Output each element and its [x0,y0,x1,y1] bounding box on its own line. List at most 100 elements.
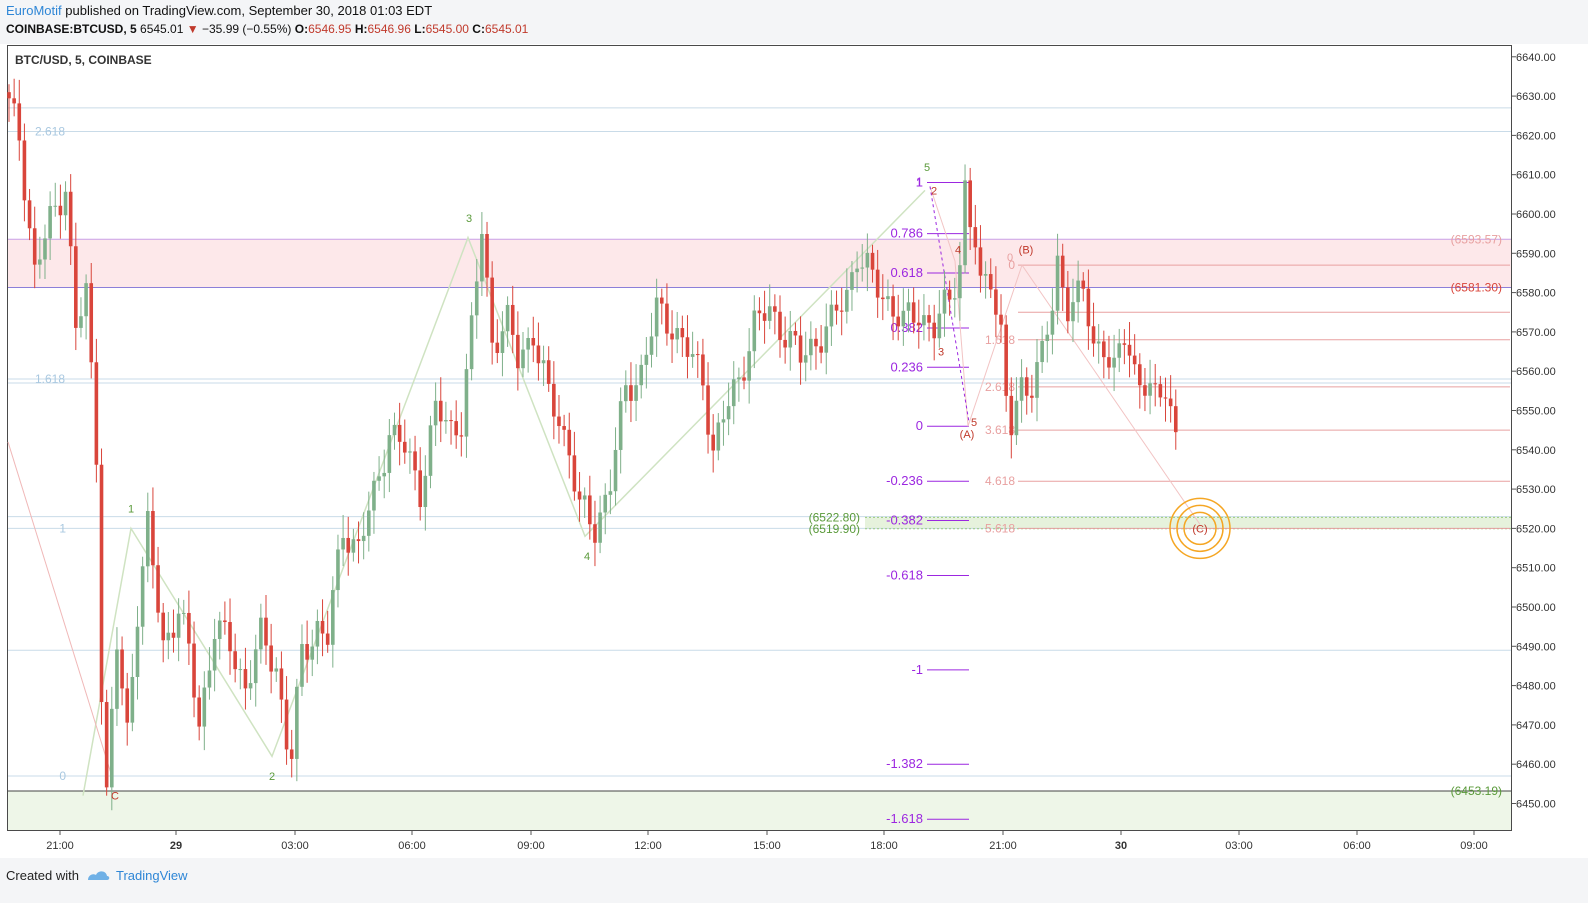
candle-body [444,420,448,422]
candle-body [289,749,294,759]
candle-body [659,297,664,304]
candle-body [731,379,736,407]
candle-body [922,315,926,326]
candle-body [1050,310,1055,335]
fib-purple-label-0: 1 [916,175,923,190]
candle-body [865,252,870,268]
y-tick-label-2: 6620.00 [1516,130,1556,142]
candle-body [79,316,83,328]
candle-body [408,451,412,453]
candle-body [829,304,834,327]
candle-body [983,274,988,276]
candle-body [1060,255,1065,288]
candle-body [726,406,731,420]
publish-info: EuroMotif published on TradingView.com, … [6,3,432,18]
candle-body [716,422,721,451]
candle-body [891,296,895,317]
candle-body [84,283,88,317]
candle-body [274,668,279,672]
candle-body [814,338,818,347]
y-tick-label-19: 6450.00 [1516,798,1556,810]
candle-body [839,310,844,312]
candle-body [937,313,942,339]
candle-body [988,274,993,290]
candle-body [546,360,551,384]
candle-body [367,510,371,536]
candle-body [588,495,592,525]
author-link[interactable]: EuroMotif [6,3,62,18]
candle-body [505,304,510,332]
candle-body [541,360,546,364]
candle-body [53,205,58,207]
fib-red-label-5: 5.618 [985,521,1015,535]
target-circle-1 [1176,504,1224,553]
candle-body [557,416,561,427]
candle-body [629,385,633,401]
candle-body [1168,398,1173,407]
candle-body [74,246,78,328]
candle-body [773,306,777,312]
candle-body [701,354,705,386]
candle-body [824,326,829,353]
candle-body [243,669,248,689]
fib-purple-label-6: -0.236 [886,473,923,488]
candle-body [788,330,793,348]
candle-body [305,644,309,660]
candle-body [757,310,762,314]
candle-body [593,524,597,543]
chart-area[interactable] [7,45,1512,831]
candle-body [798,335,803,363]
fib-red-label-1: 1.618 [985,333,1015,347]
candle-body [68,191,73,247]
candle-body [156,565,160,613]
candle-body [1122,343,1127,345]
red-wave-label-0: 2 [931,185,937,197]
candle-body [916,322,921,326]
candle-body [526,338,530,350]
candle-body [181,612,186,614]
red-wave-label-6: (B) [1019,244,1034,256]
low-label: L: [414,22,426,36]
candle-body [413,451,417,471]
open-value: 6546.95 [308,22,352,36]
high-label: H: [354,22,368,36]
candle-body [644,354,649,365]
candle-body [901,310,906,327]
price-tag-1: (6581.30) [1451,280,1502,294]
price-tag-0: (6593.57) [1451,232,1502,246]
candle-body [300,644,304,687]
candle-body [1143,385,1147,396]
tradingview-logo-icon[interactable] [86,867,110,883]
candle-body [1030,395,1034,398]
candle-body [536,345,541,364]
fib-blue-label-3: 0 [59,769,66,783]
candle-body [233,651,237,670]
candle-body [932,322,936,339]
candle-body [449,420,453,422]
y-tick-label-7: 6570.00 [1516,327,1556,339]
y-tick-label-12: 6520.00 [1516,523,1556,535]
chart[interactable]: 2.6181.6181001.6182.6183.6184.6185.61810… [0,0,1588,858]
candle-body [1132,355,1137,365]
y-tick-label-18: 6460.00 [1516,759,1556,771]
tradingview-link[interactable]: TradingView [116,868,188,883]
candle-body [135,626,140,677]
fib-purple-label-8: -0.618 [886,568,923,583]
header: EuroMotif published on TradingView.com, … [0,0,1588,44]
candle-body [423,475,428,508]
candle-body [680,328,685,338]
candle-body [459,435,464,437]
candle-body [187,612,191,644]
purple-dashed-line [929,186,970,423]
candle-body [510,304,515,335]
price-tag-2: (6522.80) [809,510,860,524]
fib-red-label-2: 2.618 [985,380,1015,394]
x-tick-label-11: 06:00 [1343,840,1371,852]
candle-body [552,383,556,417]
chart-title: BTC/USD, 5, COINBASE [15,53,152,67]
fib-purple-label-7: -0.382 [886,513,923,528]
candle-body [870,252,875,270]
candle-body [958,265,962,299]
candle-body [253,649,258,684]
candle-body [104,702,109,788]
